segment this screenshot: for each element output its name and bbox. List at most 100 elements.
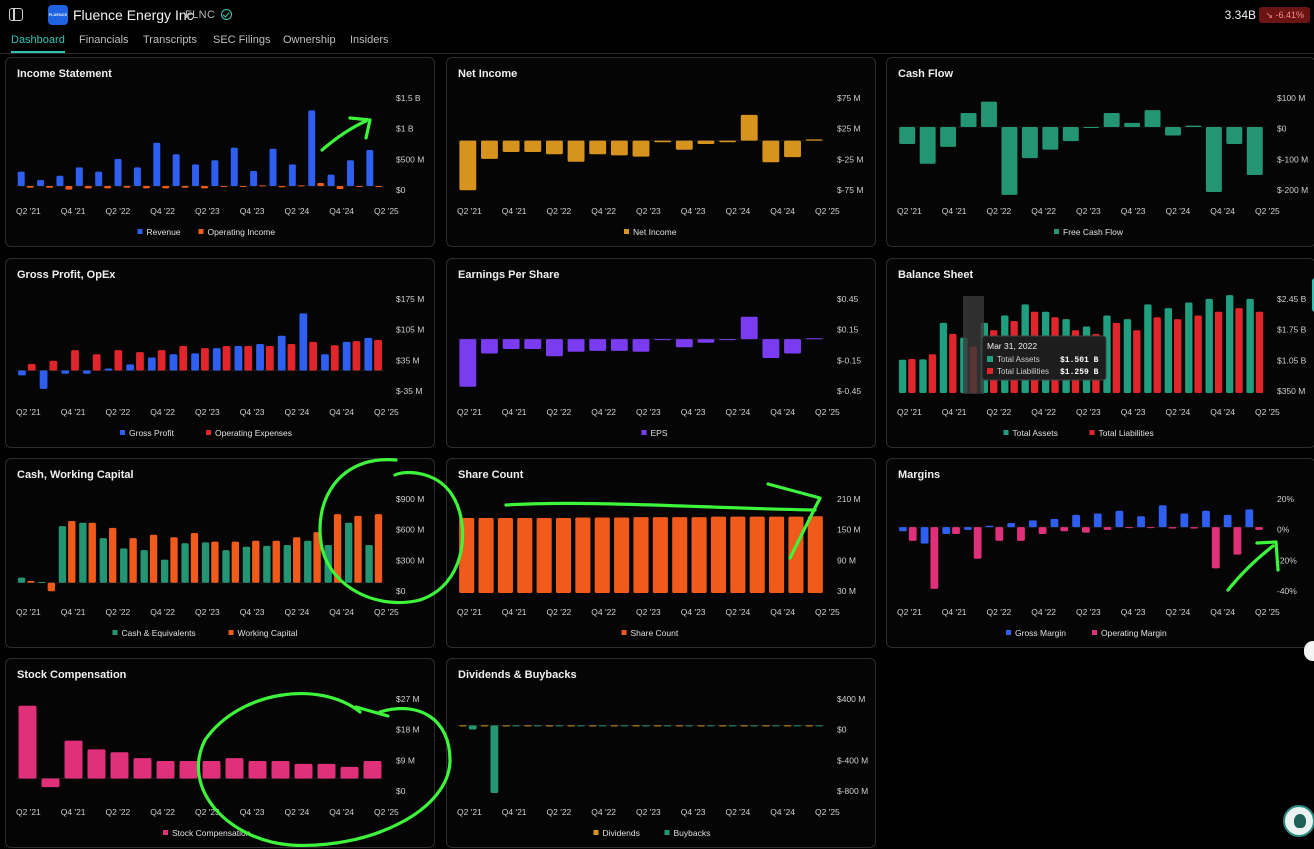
bar[interactable] (1245, 509, 1254, 528)
cash-flow-chart[interactable]: $100 M $0 $-100 M $-200 M Q2 '21 Q4 '21 Q2 '22… (887, 58, 1314, 247)
bar[interactable] (685, 725, 694, 727)
tab-transcripts[interactable]: Transcripts (143, 34, 197, 46)
bar[interactable] (17, 171, 25, 186)
bar[interactable] (333, 514, 342, 583)
bar[interactable] (1093, 513, 1102, 528)
bar[interactable] (225, 758, 244, 779)
bar[interactable] (1235, 308, 1243, 393)
bar[interactable] (1083, 127, 1100, 129)
bar[interactable] (908, 527, 917, 541)
bar[interactable] (27, 581, 35, 583)
bar[interactable] (762, 339, 780, 359)
legend-label[interactable]: Working Capital (238, 628, 298, 638)
bar[interactable] (730, 516, 746, 593)
legend-label[interactable]: Share Count (631, 628, 679, 638)
bar[interactable] (815, 725, 823, 727)
bar[interactable] (190, 533, 199, 583)
bar[interactable] (181, 543, 189, 583)
bar[interactable] (805, 139, 823, 141)
bar[interactable] (675, 725, 684, 727)
bar[interactable] (762, 140, 780, 163)
bar[interactable] (1246, 298, 1254, 393)
bar[interactable] (468, 725, 477, 730)
bar[interactable] (719, 140, 737, 143)
legend-label[interactable]: Gross Profit (129, 428, 175, 438)
bar[interactable] (793, 725, 802, 727)
bar[interactable] (555, 725, 564, 727)
bar[interactable] (278, 186, 286, 188)
bar[interactable] (179, 346, 188, 371)
bar[interactable] (567, 725, 576, 727)
bar[interactable] (179, 761, 198, 779)
bar[interactable] (536, 517, 552, 593)
bar[interactable] (336, 186, 344, 189)
stock-compensation-chart[interactable]: $27 M $18 M $9 M $0 Q2 '21 Q4 '21 Q2 '22 Q4 '22… (6, 659, 435, 848)
bar[interactable] (545, 725, 554, 727)
income-statement-chart[interactable]: $1.5 B $1 B $500 M $0 Q2 '21 Q4 '21 Q2 '22 Q4 '… (6, 58, 435, 247)
bar[interactable] (697, 725, 705, 727)
cash-working-capital-chart[interactable]: $900 M $600 M $300 M $0 Q2 '21 Q4 '21 Q2 '22 Q4… (6, 459, 435, 648)
bar[interactable] (762, 725, 770, 727)
bar[interactable] (162, 186, 170, 189)
tab-financials[interactable]: Financials (79, 34, 129, 46)
bar[interactable] (1164, 308, 1172, 393)
bar[interactable] (99, 538, 107, 583)
bar[interactable] (1103, 112, 1120, 128)
bar[interactable] (1115, 510, 1124, 528)
bar[interactable] (95, 171, 103, 186)
bar[interactable] (272, 540, 280, 583)
bar[interactable] (577, 725, 585, 727)
bar[interactable] (1168, 527, 1177, 529)
bar[interactable] (49, 360, 58, 371)
bar[interactable] (533, 725, 542, 727)
bar[interactable] (75, 167, 83, 186)
bar[interactable] (807, 516, 823, 593)
bar[interactable] (1223, 514, 1232, 528)
bar[interactable] (750, 725, 759, 727)
bar[interactable] (287, 343, 296, 371)
bar[interactable] (949, 333, 957, 393)
bar[interactable] (308, 110, 316, 186)
bar[interactable] (567, 339, 585, 352)
bar[interactable] (632, 140, 650, 157)
bar[interactable] (952, 527, 960, 535)
bar[interactable] (939, 322, 948, 393)
bar[interactable] (126, 364, 135, 371)
bar[interactable] (181, 186, 189, 188)
bar[interactable] (718, 725, 727, 727)
bar[interactable] (129, 538, 137, 583)
bar[interactable] (65, 186, 73, 190)
bar[interactable] (502, 339, 520, 350)
bar[interactable] (133, 167, 141, 186)
bar[interactable] (250, 171, 258, 186)
bar[interactable] (805, 338, 823, 340)
bar[interactable] (222, 550, 230, 583)
bar[interactable] (1144, 304, 1152, 393)
bar[interactable] (728, 725, 737, 727)
bar[interactable] (480, 725, 489, 727)
bar[interactable] (899, 127, 916, 144)
margins-chart[interactable]: 20% 0% -20% -40% Q2 '21 Q4 '21 Q2 '22 Q4 '22 Q2 … (887, 459, 1314, 648)
bar[interactable] (672, 517, 688, 593)
bar[interactable] (524, 140, 542, 152)
bar[interactable] (1233, 527, 1242, 555)
bar[interactable] (41, 778, 60, 788)
bar[interactable] (1123, 319, 1132, 393)
bar[interactable] (364, 337, 373, 371)
bar[interactable] (1028, 520, 1037, 528)
bar[interactable] (271, 761, 290, 779)
legend-label[interactable]: Operating Margin (1101, 628, 1167, 638)
bar[interactable] (614, 517, 630, 593)
bar[interactable] (706, 725, 715, 727)
bar[interactable] (654, 140, 672, 143)
bar[interactable] (710, 516, 727, 593)
bar[interactable] (265, 346, 274, 371)
bar[interactable] (157, 350, 166, 371)
bar[interactable] (1042, 127, 1059, 150)
bar[interactable] (330, 345, 339, 371)
bar[interactable] (82, 370, 91, 374)
bar[interactable] (84, 186, 92, 189)
bar[interactable] (1133, 330, 1141, 393)
bar[interactable] (930, 527, 939, 589)
bar[interactable] (545, 339, 563, 357)
